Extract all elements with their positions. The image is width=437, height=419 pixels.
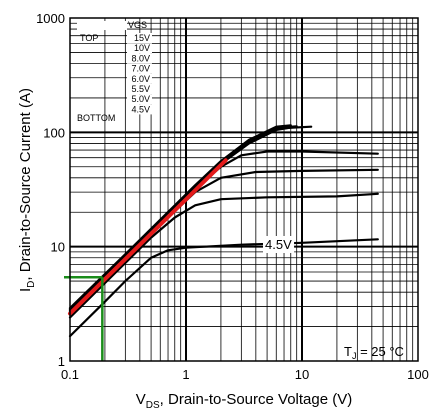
legend-header: VGS — [128, 20, 147, 30]
legend-entry: 5.5V — [131, 84, 150, 94]
curve-15v — [68, 124, 292, 310]
red-reference-line — [68, 158, 228, 316]
x-tick-label: 10 — [295, 367, 309, 382]
x-axis-title: VDS, Drain-to-Source Voltage (V) — [136, 391, 353, 411]
major-gridlines — [70, 18, 418, 361]
y-tick-label: 10 — [51, 240, 65, 255]
plot-frame — [69, 17, 419, 362]
legend-entry: 4.5V — [131, 104, 150, 114]
legend-entry: 10V — [134, 43, 150, 53]
legend-entry-bg — [127, 73, 152, 84]
y-tick-label: 100 — [43, 125, 65, 140]
legend-entry-bg — [127, 104, 152, 115]
curve-label-background — [263, 236, 295, 253]
x-tick-label: 0.1 — [61, 367, 79, 382]
curve-label-4-5v: 4.5V — [265, 237, 292, 252]
legend: VGS TOP BOTTOM 15V10V8.0V7.0V6.0V5.5V5.0… — [77, 20, 152, 123]
legend-entry: 8.0V — [131, 53, 150, 63]
x-tick-label: 100 — [407, 367, 429, 382]
legend-entry-bg — [127, 84, 152, 94]
legend-entry-bg — [127, 33, 152, 43]
legend-entry-bg — [127, 94, 152, 105]
legend-entry: 7.0V — [131, 64, 150, 74]
legend-entry: 15V — [134, 33, 150, 43]
y-tick-label: 1000 — [36, 11, 65, 26]
legend-bottom-label: BOTTOM — [77, 113, 115, 123]
legend-entry: 5.0V — [131, 94, 150, 104]
legend-entry-bg — [127, 53, 152, 64]
legend-entry-bg — [127, 63, 152, 74]
curve-5-0v — [68, 192, 379, 319]
y-axis-title: ID, Drain-to-Source Current (A) — [17, 88, 37, 292]
legend-top-label: TOP — [80, 33, 98, 43]
legend-entry: 6.0V — [131, 74, 150, 84]
y-tick-label: 1 — [58, 354, 65, 369]
temperature-annotation: TJ = 25 °C — [344, 344, 404, 361]
x-tick-label: 1 — [182, 367, 189, 382]
legend-entry-bg — [127, 43, 152, 54]
